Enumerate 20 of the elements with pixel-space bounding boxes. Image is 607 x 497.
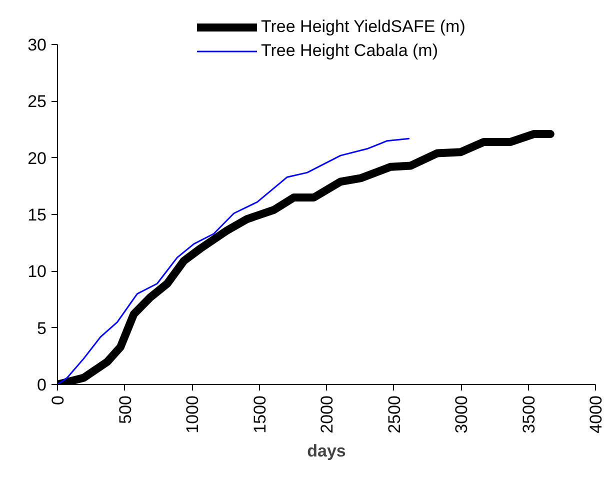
y-tick-label: 5 bbox=[37, 318, 47, 338]
x-tick-label: 3500 bbox=[519, 395, 538, 434]
x-tick-label: 2000 bbox=[318, 395, 336, 434]
line-series bbox=[58, 138, 410, 384]
y-tick-label: 10 bbox=[28, 262, 47, 282]
x-tick-label: 0 bbox=[48, 395, 68, 405]
y-tick-label: 30 bbox=[28, 36, 47, 54]
y-tick-label: 20 bbox=[28, 148, 47, 168]
y-tick-label: 0 bbox=[37, 376, 47, 394]
legend-label: Tree Height Cabala (m) bbox=[261, 41, 438, 61]
x-tick-label: 2500 bbox=[384, 395, 404, 434]
x-tick-label: 1500 bbox=[250, 395, 270, 434]
x-tick-label: 1000 bbox=[183, 395, 202, 434]
x-tick-label: 500 bbox=[116, 395, 135, 424]
x-tick-label: 3000 bbox=[452, 395, 471, 434]
legend-label: Tree Height YieldSAFE (m) bbox=[261, 17, 466, 37]
y-tick-label: 15 bbox=[28, 206, 47, 224]
y-tick-label: 25 bbox=[28, 92, 47, 112]
x-axis-title: days bbox=[307, 441, 346, 460]
x-tick-label: 4000 bbox=[586, 395, 606, 434]
